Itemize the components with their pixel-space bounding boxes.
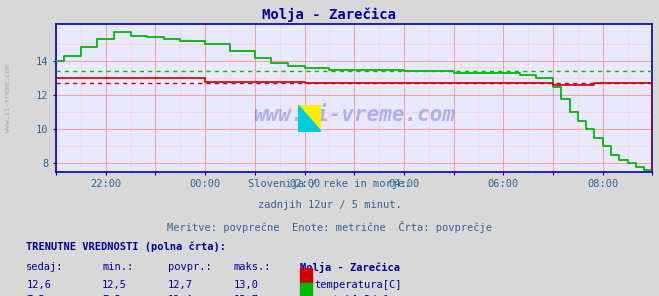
Text: 15,7: 15,7 [234,295,259,296]
Text: www.si-vreme.com: www.si-vreme.com [253,105,455,126]
Text: sedaj:: sedaj: [26,262,64,272]
Text: min.:: min.: [102,262,133,272]
Text: Molja - Zarečica: Molja - Zarečica [262,7,397,22]
Polygon shape [298,105,321,132]
Text: 13,0: 13,0 [234,280,259,290]
Text: temperatura[C]: temperatura[C] [314,280,402,290]
Text: Molja - Zarečica: Molja - Zarečica [300,262,400,273]
Polygon shape [298,105,321,132]
Text: maks.:: maks.: [234,262,272,272]
Text: 7,5: 7,5 [102,295,121,296]
Text: pretok[m3/s]: pretok[m3/s] [314,295,389,296]
Text: povpr.:: povpr.: [168,262,212,272]
Text: 13,4: 13,4 [168,295,193,296]
Text: www.si-vreme.com: www.si-vreme.com [5,64,11,132]
Text: Meritve: povprečne  Enote: metrične  Črta: povprečje: Meritve: povprečne Enote: metrične Črta:… [167,221,492,233]
Text: Slovenija / reke in morje.: Slovenija / reke in morje. [248,179,411,189]
Text: 7,5: 7,5 [26,295,45,296]
Text: 12,6: 12,6 [26,280,51,290]
Text: zadnjih 12ur / 5 minut.: zadnjih 12ur / 5 minut. [258,200,401,210]
Text: TRENUTNE VREDNOSTI (polna črta):: TRENUTNE VREDNOSTI (polna črta): [26,241,226,252]
Text: 12,5: 12,5 [102,280,127,290]
Text: 12,7: 12,7 [168,280,193,290]
